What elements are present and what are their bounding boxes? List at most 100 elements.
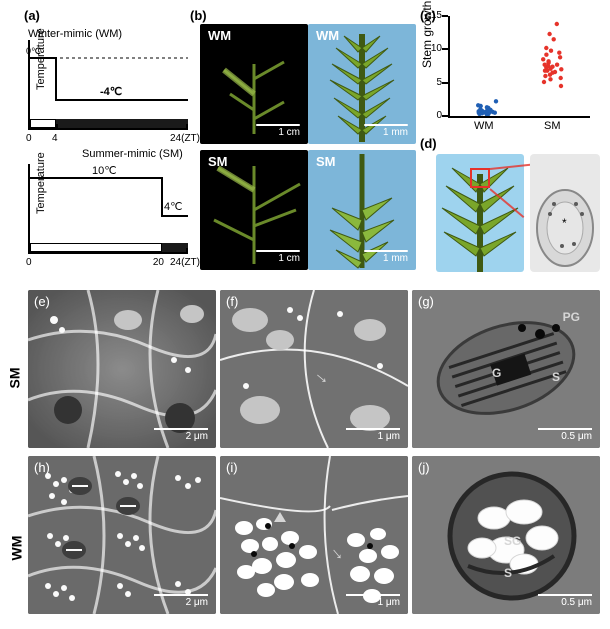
wm-dark-bar [56,119,188,128]
arrowhead-i [274,512,286,522]
scale-e: 2 μm [154,431,208,442]
em-i: (i) → 1 μm [220,456,408,614]
yticklabel: 5 [422,77,442,88]
em-g: (g) PG G S 0.5 μm [412,290,600,448]
cat-wm: WM [474,120,494,132]
wm-temp-plot: Temperature 0℃ -4℃ 0 4 24(ZT) [28,40,188,130]
scatter-point [557,51,561,55]
label-pg: PG [563,310,580,324]
sm-low-label: 4℃ [164,200,182,213]
scale-i: 1 μm [346,597,400,608]
yticklabel: 10 [422,43,442,54]
cat-sm: SM [544,120,561,132]
panel-label-g: (g) [418,294,434,309]
label-g-grana: G [492,366,501,380]
panel-label-h: (h) [34,460,50,475]
panel-label-j: (j) [418,460,430,475]
panel-label-f: (f) [226,294,238,309]
label-sg: SG [504,534,521,548]
yticklabel: 15 [422,10,442,21]
plant-sm-close: SM 1 mm [308,150,416,270]
scatter-point [559,76,563,80]
scatter-point [541,57,545,61]
scale-g: 0.5 μm [538,431,592,442]
sm-high-label: 10℃ [92,164,117,177]
wm-0c-label: 0℃ [26,46,41,57]
cross-section: * [530,154,600,272]
x4-label: 4 [52,133,58,144]
scatter-point [485,105,489,109]
x24-label-sm: 24(ZT) [170,257,200,268]
scatter-point [550,65,554,69]
shoot-apex-image [436,154,524,272]
plant-tag: WM [316,28,339,43]
panel-label-b: (b) [190,8,207,23]
scatter-point [549,49,553,53]
scatter-point [544,46,548,50]
scatter-point [494,99,498,103]
stem-growth-scatter: Stem growth (mm) WM SM 051015 [416,8,606,138]
scale-label: 1 mm [364,127,408,138]
em-f: (f) → 1 μm [220,290,408,448]
scalebar: 1 mm [364,124,408,138]
scatter-point [548,77,552,81]
sm-title: Summer-mimic (SM) [82,148,183,160]
wm-temp-label: -4℃ [100,85,122,98]
sm-temp-plot: Temperature Summer-mimic (SM) 10℃ 4℃ 0 2… [28,164,188,254]
scale-label: 1 cm [256,127,300,138]
scatter-point [543,63,547,67]
panel-label-i: (i) [226,460,238,475]
scale-label: 1 mm [364,253,408,264]
plastid-dot [552,202,556,206]
em-h: (h) 2 μm [28,456,216,614]
label-s: S [552,370,560,384]
ytick [442,82,448,84]
row-label-sm: SM [7,368,23,389]
panel-label-d: (d) [420,136,437,151]
scalebar: 1 mm [364,250,408,264]
row-label-wm: WM [8,536,24,561]
plastid-dot [580,212,584,216]
scatter-point [553,70,557,74]
scatter-point [476,103,480,107]
ytick [442,115,448,117]
plant-wm-close: WM 1 mm [308,24,416,144]
plant-tag: WM [208,28,231,43]
plant-wm-whole: WM 1 cm [200,24,308,144]
sm-light-bar [30,243,162,252]
plant-sm-whole: SM 1 cm [200,150,308,270]
ytick [442,15,448,17]
scatter-point [552,37,556,41]
scale-j: 0.5 μm [538,597,592,608]
yticklabel: 0 [422,110,442,121]
plastid-dot [572,242,576,246]
scatter-point [555,63,559,67]
plastid-dot [574,202,578,206]
label-s-j: S [504,566,512,580]
x20-label-sm: 20 [153,257,164,268]
plastid-star: * [562,216,567,230]
figure-multipanel: (a) (b) (c) (d) Winter-mimic (WM) Temper… [0,0,610,629]
plant-tag: SM [316,154,336,169]
scalebar: 1 cm [256,124,300,138]
scale-f: 1 μm [346,431,400,442]
scatter-point [544,53,548,57]
scatter-point [547,32,551,36]
scatter-point [543,74,547,78]
scalebar: 1 cm [256,250,300,264]
wm-light-bar [30,119,56,128]
x0-label: 0 [26,133,32,144]
scatter-point [555,22,559,26]
sm-dark-bar [162,243,188,252]
scatter-point [542,80,546,84]
scatter-point [546,59,550,63]
x0-label-sm: 0 [26,257,32,268]
ytick [442,48,448,50]
scatter-point [558,55,562,59]
scale-label: 1 cm [256,253,300,264]
scatter-point [559,67,563,71]
panel-label-a: (a) [24,8,40,23]
zoom-box [470,168,490,188]
plastid-dot [560,244,564,248]
em-e: (e) 2 μm [28,290,216,448]
